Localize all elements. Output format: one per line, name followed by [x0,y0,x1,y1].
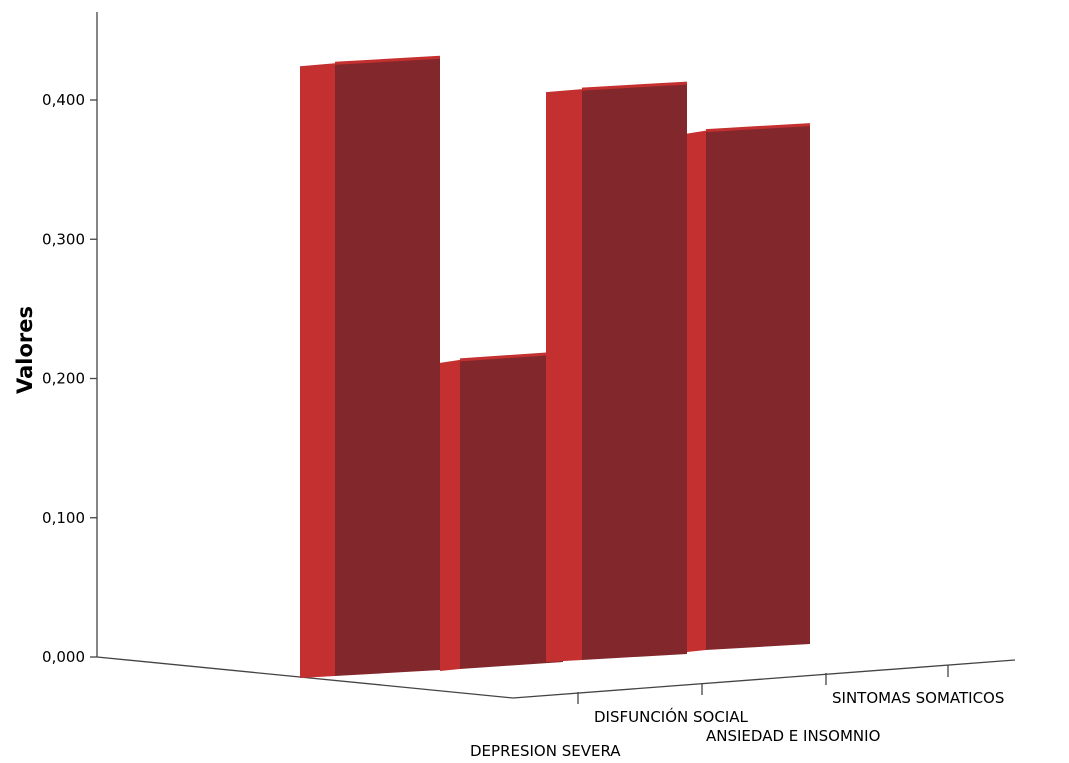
x-tick-label: ANSIEDAD E INSOMNIO [706,727,880,745]
bar-front-face [706,125,810,650]
bar-side-face [300,63,335,678]
bar-front-face [335,57,440,676]
bars [300,57,810,678]
x-tick-label: DEPRESION SEVERA [470,742,621,760]
x-tick-label: DISFUNCIÓN SOCIAL [594,707,749,726]
bar-side-face [440,360,460,671]
category-labels: DEPRESION SEVERA DISFUNCIÓN SOCIALANSIEDA… [470,665,1004,760]
y-axis-title: Valores [13,306,37,394]
bar [546,83,687,662]
bar [440,353,563,671]
bar-side-face [546,89,582,662]
bar [300,57,440,678]
bar-side-face [687,131,706,652]
bar [687,125,810,652]
y-tick-label: 0,300 [42,230,85,248]
bar-front-face [582,83,687,660]
y-ticks: 0,000 0,100 0,200 0,300 0,400 [42,91,97,666]
x-tick-label: SINTOMAS SOMATICOS [832,689,1004,707]
y-tick-label: 0,400 [42,91,85,109]
y-tick-label: 0,000 [42,648,85,666]
y-tick-label: 0,200 [42,370,85,388]
y-tick-label: 0,100 [42,509,85,527]
